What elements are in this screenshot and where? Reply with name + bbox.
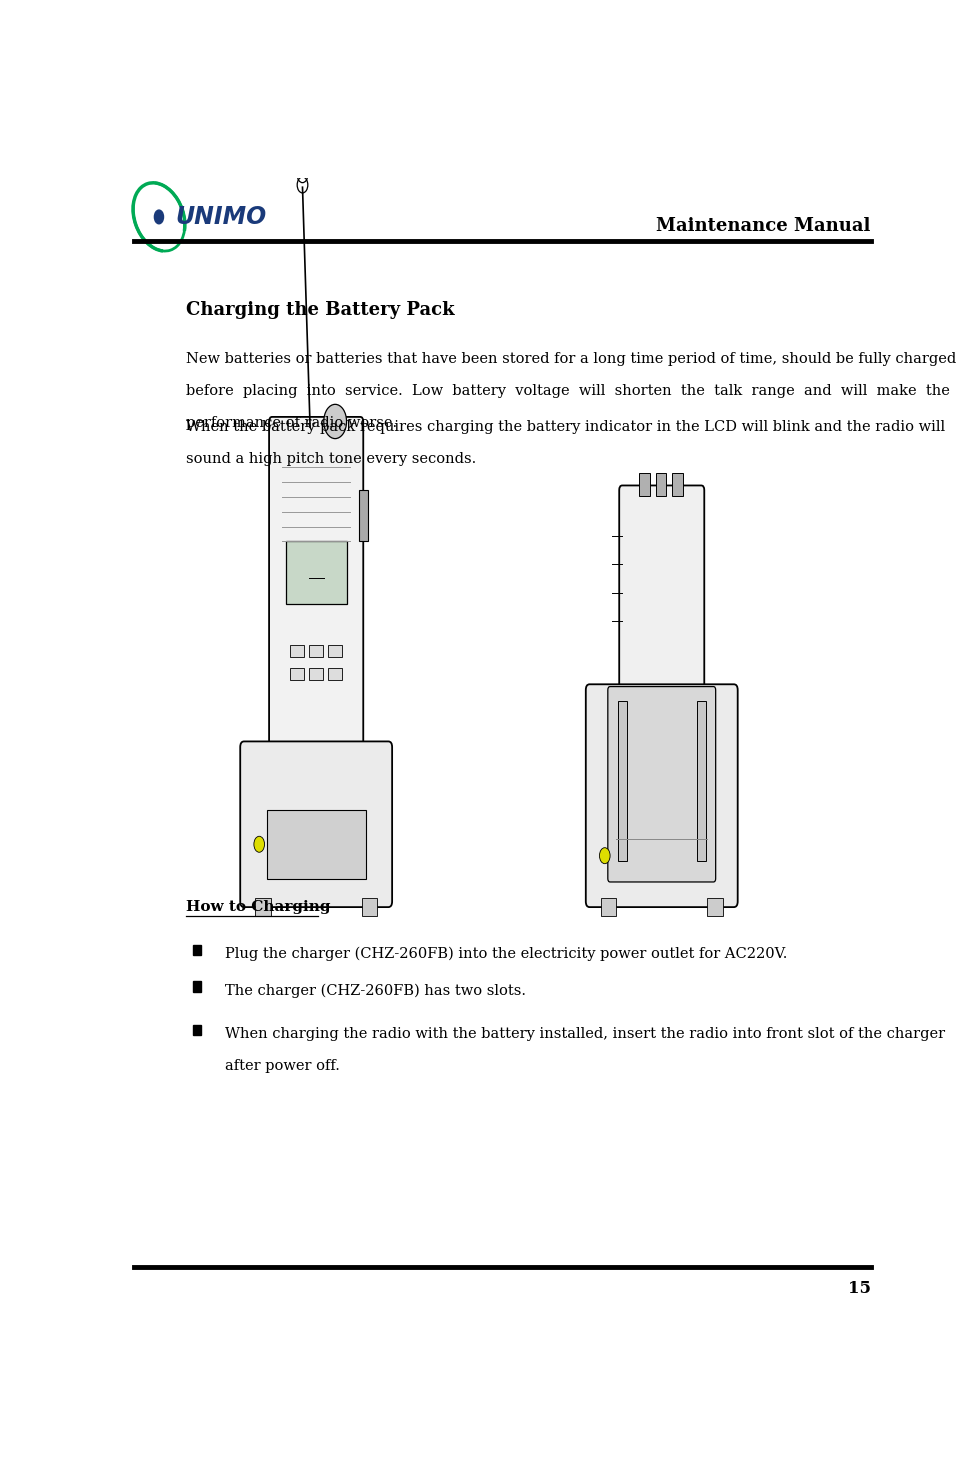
Bar bbox=[708, 898, 722, 916]
FancyBboxPatch shape bbox=[608, 687, 715, 881]
Bar bbox=[267, 810, 366, 879]
Bar bbox=[328, 668, 342, 680]
FancyBboxPatch shape bbox=[586, 684, 738, 907]
Text: Maintenance Manual: Maintenance Manual bbox=[657, 217, 870, 234]
Text: UNIMO: UNIMO bbox=[175, 205, 267, 229]
Bar bbox=[310, 646, 323, 657]
Bar bbox=[697, 702, 706, 861]
FancyBboxPatch shape bbox=[619, 485, 705, 706]
Text: after power off.: after power off. bbox=[225, 1060, 340, 1073]
Text: Plug the charger (CHZ-260FB) into the electricity power outlet for AC220V.: Plug the charger (CHZ-260FB) into the el… bbox=[225, 947, 787, 962]
Bar bbox=[310, 668, 323, 680]
Bar bbox=[328, 646, 342, 657]
Text: before  placing  into  service.  Low  battery  voltage  will  shorten  the  talk: before placing into service. Low battery… bbox=[185, 384, 950, 398]
Bar bbox=[601, 898, 616, 916]
Text: When charging the radio with the battery installed, insert the radio into front : When charging the radio with the battery… bbox=[225, 1027, 945, 1042]
Bar bbox=[656, 473, 666, 496]
Bar bbox=[359, 490, 368, 542]
Bar bbox=[193, 945, 202, 956]
Text: Charging the Battery Pack: Charging the Battery Pack bbox=[185, 301, 454, 319]
Bar bbox=[672, 473, 683, 496]
Bar bbox=[256, 898, 270, 916]
Text: When the battery pack requires charging the battery indicator in the LCD will bl: When the battery pack requires charging … bbox=[185, 420, 945, 435]
Text: The charger (CHZ-260FB) has two slots.: The charger (CHZ-260FB) has two slots. bbox=[225, 984, 526, 999]
Circle shape bbox=[155, 211, 164, 224]
Bar bbox=[617, 702, 627, 861]
Circle shape bbox=[323, 404, 347, 439]
Text: 15: 15 bbox=[848, 1281, 870, 1297]
Bar bbox=[286, 542, 347, 604]
Text: sound a high pitch tone every seconds.: sound a high pitch tone every seconds. bbox=[185, 453, 475, 466]
FancyBboxPatch shape bbox=[240, 742, 392, 907]
Circle shape bbox=[254, 837, 265, 852]
Text: New batteries or batteries that have been stored for a long time period of time,: New batteries or batteries that have bee… bbox=[185, 352, 956, 365]
Circle shape bbox=[600, 847, 611, 864]
Bar bbox=[290, 646, 304, 657]
FancyBboxPatch shape bbox=[270, 417, 364, 757]
Bar bbox=[193, 981, 202, 991]
Bar bbox=[290, 668, 304, 680]
Bar bbox=[362, 898, 377, 916]
Bar bbox=[193, 1025, 202, 1036]
Bar bbox=[639, 473, 650, 496]
Text: performance of radio worse.: performance of radio worse. bbox=[185, 416, 397, 430]
Text: How to Charging: How to Charging bbox=[185, 901, 335, 914]
